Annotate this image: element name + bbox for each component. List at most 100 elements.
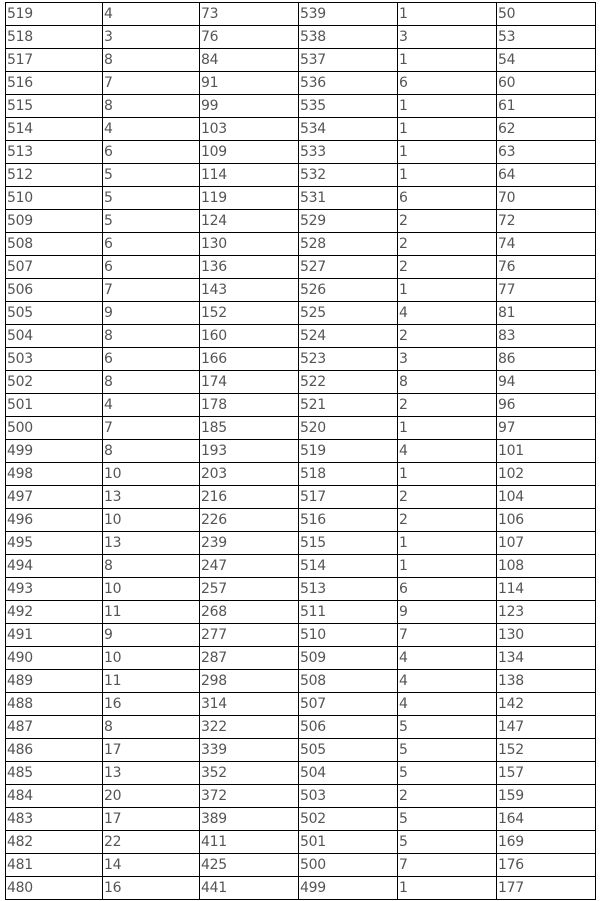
table-row: 480 16 441 499 1 177 — [5, 876, 596, 900]
cell-count-a: 8 — [102, 94, 200, 118]
cell-count-b: 4 — [397, 301, 497, 325]
cell-cumulative-b: 152 — [496, 738, 596, 762]
cell-count-a: 10 — [102, 508, 200, 532]
cell-cumulative-b: 102 — [496, 462, 596, 486]
cell-count-b: 3 — [397, 347, 497, 371]
cell-score-b: 526 — [298, 278, 398, 302]
cell-score-a: 488 — [5, 692, 103, 716]
cell-count-a: 7 — [102, 416, 200, 440]
table-row: 513 6 109 533 1 63 — [5, 140, 596, 164]
table-row: 492 11 268 511 9 123 — [5, 600, 596, 624]
cell-score-b: 536 — [298, 71, 398, 95]
table-row: 519 4 73 539 1 50 — [5, 2, 596, 26]
cell-cumulative-b: 64 — [496, 163, 596, 187]
table-row: 505 9 152 525 4 81 — [5, 301, 596, 325]
cell-count-a: 4 — [102, 117, 200, 141]
cell-score-a: 496 — [5, 508, 103, 532]
table-row: 517 8 84 537 1 54 — [5, 48, 596, 72]
cell-count-a: 13 — [102, 761, 200, 785]
cell-count-a: 6 — [102, 255, 200, 279]
cell-score-b: 524 — [298, 324, 398, 348]
cell-cumulative-a: 136 — [199, 255, 299, 279]
cell-count-b: 2 — [397, 324, 497, 348]
cell-cumulative-a: 178 — [199, 393, 299, 417]
cell-cumulative-b: 53 — [496, 25, 596, 49]
cell-cumulative-b: 114 — [496, 577, 596, 601]
cell-count-b: 4 — [397, 669, 497, 693]
cell-count-a: 16 — [102, 692, 200, 716]
cell-cumulative-a: 73 — [199, 2, 299, 26]
cell-cumulative-a: 103 — [199, 117, 299, 141]
table-row: 510 5 119 531 6 70 — [5, 186, 596, 210]
cell-count-b: 7 — [397, 623, 497, 647]
cell-cumulative-b: 83 — [496, 324, 596, 348]
table-row: 504 8 160 524 2 83 — [5, 324, 596, 348]
cell-count-b: 8 — [397, 370, 497, 394]
cell-score-a: 503 — [5, 347, 103, 371]
cell-count-b: 5 — [397, 830, 497, 854]
cell-count-b: 2 — [397, 393, 497, 417]
table-row: 514 4 103 534 1 62 — [5, 117, 596, 141]
cell-score-b: 520 — [298, 416, 398, 440]
cell-count-b: 4 — [397, 646, 497, 670]
cell-cumulative-a: 84 — [199, 48, 299, 72]
cell-count-a: 8 — [102, 370, 200, 394]
cell-score-a: 497 — [5, 485, 103, 509]
cell-cumulative-a: 143 — [199, 278, 299, 302]
cell-count-a: 8 — [102, 48, 200, 72]
cell-score-a: 490 — [5, 646, 103, 670]
cell-cumulative-b: 134 — [496, 646, 596, 670]
cell-cumulative-b: 81 — [496, 301, 596, 325]
cell-count-a: 4 — [102, 2, 200, 26]
cell-count-b: 5 — [397, 761, 497, 785]
cell-count-a: 3 — [102, 25, 200, 49]
table-row: 501 4 178 521 2 96 — [5, 393, 596, 417]
table-row: 487 8 322 506 5 147 — [5, 715, 596, 739]
cell-count-b: 1 — [397, 140, 497, 164]
table-row: 494 8 247 514 1 108 — [5, 554, 596, 578]
cell-cumulative-b: 142 — [496, 692, 596, 716]
cell-score-b: 513 — [298, 577, 398, 601]
cell-cumulative-b: 147 — [496, 715, 596, 739]
cell-score-b: 504 — [298, 761, 398, 785]
cell-cumulative-a: 91 — [199, 71, 299, 95]
cell-cumulative-a: 185 — [199, 416, 299, 440]
cell-count-b: 7 — [397, 853, 497, 877]
cell-cumulative-b: 138 — [496, 669, 596, 693]
cell-cumulative-a: 99 — [199, 94, 299, 118]
cell-count-b: 5 — [397, 715, 497, 739]
cell-count-a: 22 — [102, 830, 200, 854]
cell-count-a: 8 — [102, 554, 200, 578]
cell-score-a: 494 — [5, 554, 103, 578]
cell-count-a: 4 — [102, 393, 200, 417]
cell-count-a: 20 — [102, 784, 200, 808]
cell-score-b: 525 — [298, 301, 398, 325]
cell-cumulative-b: 70 — [496, 186, 596, 210]
cell-count-a: 6 — [102, 347, 200, 371]
cell-count-a: 11 — [102, 669, 200, 693]
cell-count-b: 1 — [397, 94, 497, 118]
cell-count-b: 2 — [397, 508, 497, 532]
cell-cumulative-b: 63 — [496, 140, 596, 164]
cell-count-b: 1 — [397, 163, 497, 187]
cell-cumulative-b: 104 — [496, 485, 596, 509]
table-row: 496 10 226 516 2 106 — [5, 508, 596, 532]
table-row: 481 14 425 500 7 176 — [5, 853, 596, 877]
table-row: 484 20 372 503 2 159 — [5, 784, 596, 808]
cell-score-a: 509 — [5, 209, 103, 233]
cell-score-b: 523 — [298, 347, 398, 371]
cell-score-b: 501 — [298, 830, 398, 854]
cell-count-b: 2 — [397, 784, 497, 808]
cell-count-a: 13 — [102, 485, 200, 509]
cell-cumulative-b: 61 — [496, 94, 596, 118]
cell-cumulative-a: 314 — [199, 692, 299, 716]
cell-score-b: 529 — [298, 209, 398, 233]
cell-cumulative-b: 123 — [496, 600, 596, 624]
cell-score-a: 514 — [5, 117, 103, 141]
cell-cumulative-a: 109 — [199, 140, 299, 164]
table-row: 509 5 124 529 2 72 — [5, 209, 596, 233]
cell-count-b: 5 — [397, 807, 497, 831]
cell-count-a: 8 — [102, 439, 200, 463]
cell-count-b: 1 — [397, 278, 497, 302]
cell-count-a: 16 — [102, 876, 200, 900]
